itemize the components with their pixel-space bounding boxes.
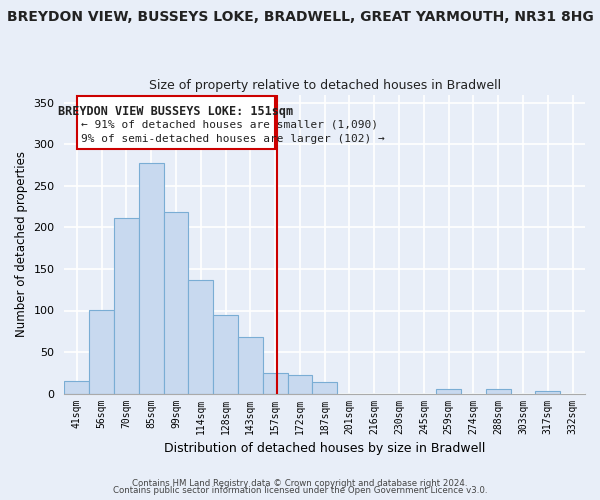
Bar bbox=[77, 96, 275, 148]
Bar bbox=[188, 280, 213, 394]
Bar bbox=[213, 314, 238, 394]
Bar bbox=[263, 373, 287, 394]
Bar bbox=[313, 382, 337, 394]
Bar bbox=[164, 212, 188, 394]
X-axis label: Distribution of detached houses by size in Bradwell: Distribution of detached houses by size … bbox=[164, 442, 485, 455]
Text: Contains public sector information licensed under the Open Government Licence v3: Contains public sector information licen… bbox=[113, 486, 487, 495]
Text: Contains HM Land Registry data © Crown copyright and database right 2024.: Contains HM Land Registry data © Crown c… bbox=[132, 478, 468, 488]
Bar bbox=[535, 391, 560, 394]
Bar bbox=[486, 390, 511, 394]
Bar bbox=[139, 164, 164, 394]
Bar bbox=[114, 218, 139, 394]
Bar bbox=[238, 337, 263, 394]
Text: 9% of semi-detached houses are larger (102) →: 9% of semi-detached houses are larger (1… bbox=[80, 134, 384, 144]
Text: ← 91% of detached houses are smaller (1,090): ← 91% of detached houses are smaller (1,… bbox=[80, 120, 377, 130]
Bar bbox=[287, 376, 313, 394]
Title: Size of property relative to detached houses in Bradwell: Size of property relative to detached ho… bbox=[149, 79, 501, 92]
Y-axis label: Number of detached properties: Number of detached properties bbox=[15, 151, 28, 337]
Bar bbox=[89, 310, 114, 394]
Text: BREYDON VIEW BUSSEYS LOKE: 151sqm: BREYDON VIEW BUSSEYS LOKE: 151sqm bbox=[58, 104, 293, 118]
Bar bbox=[436, 390, 461, 394]
Bar bbox=[64, 381, 89, 394]
Text: BREYDON VIEW, BUSSEYS LOKE, BRADWELL, GREAT YARMOUTH, NR31 8HG: BREYDON VIEW, BUSSEYS LOKE, BRADWELL, GR… bbox=[7, 10, 593, 24]
